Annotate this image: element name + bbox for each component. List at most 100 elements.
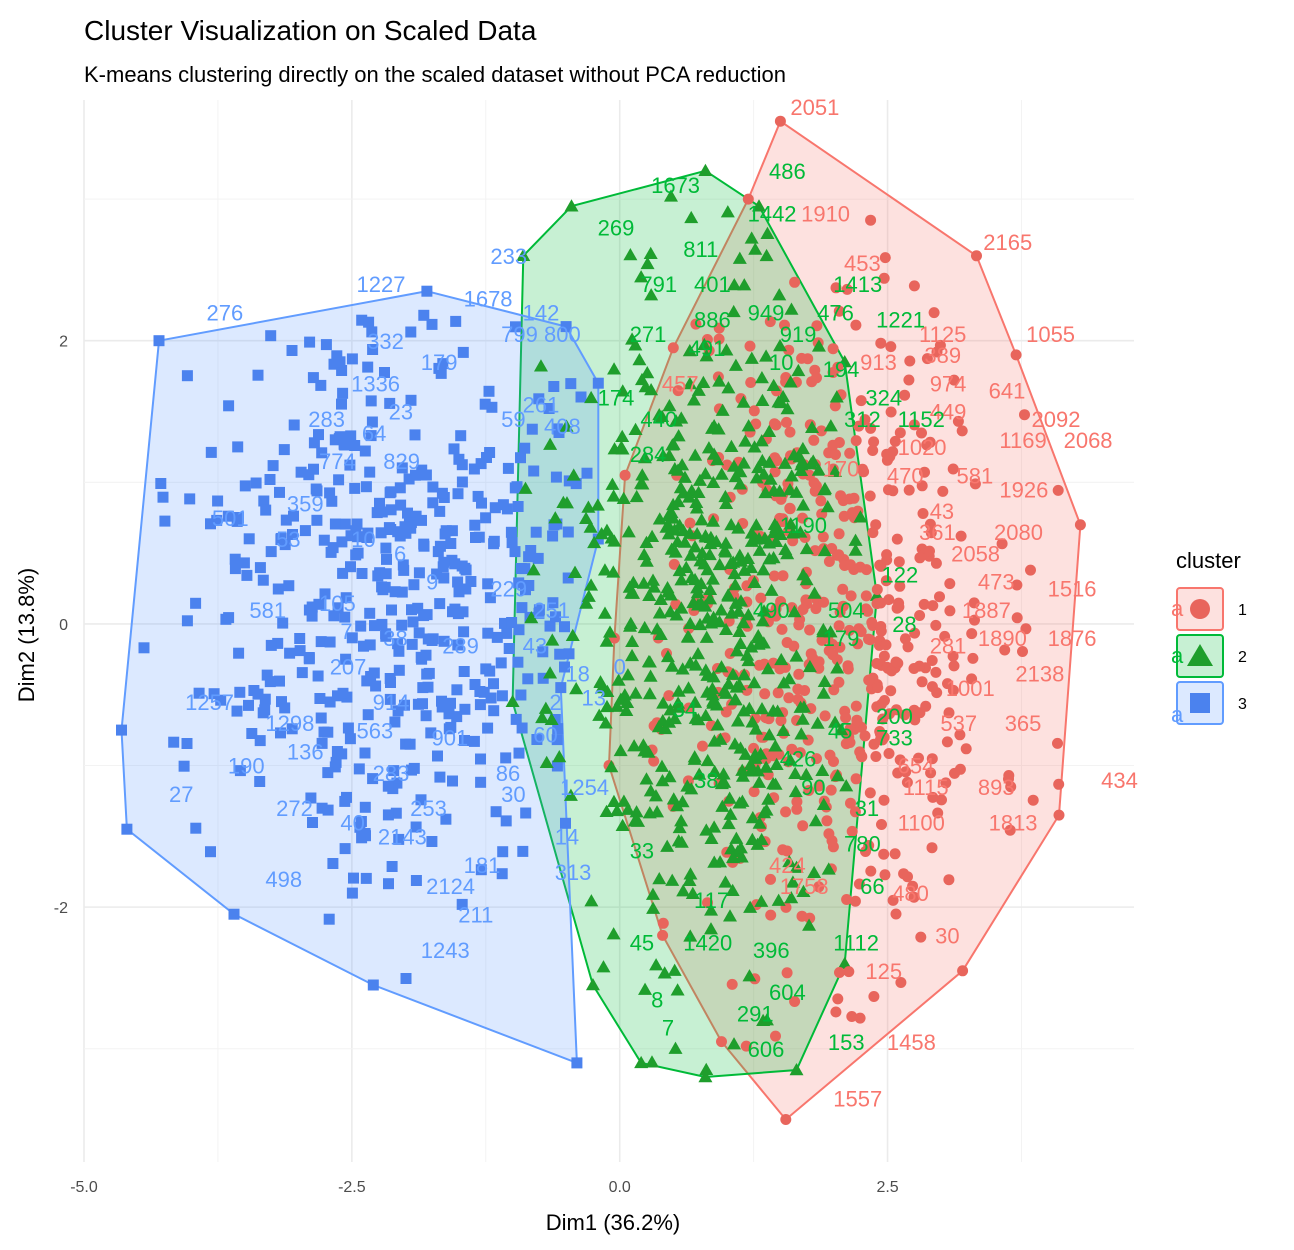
point-cluster-2 bbox=[752, 543, 767, 556]
point-cluster-3 bbox=[366, 416, 378, 428]
point-cluster-3 bbox=[488, 678, 499, 690]
point-label-cluster-3: 142 bbox=[523, 301, 560, 326]
point-cluster-2 bbox=[848, 533, 863, 546]
point-label-cluster-2: 780 bbox=[844, 832, 881, 857]
point-cluster-1 bbox=[867, 445, 879, 456]
point-cluster-3 bbox=[352, 547, 364, 559]
point-cluster-3 bbox=[418, 610, 430, 622]
point-cluster-2 bbox=[705, 688, 720, 701]
point-cluster-3 bbox=[386, 604, 397, 616]
point-cluster-1 bbox=[909, 714, 921, 726]
point-cluster-3 bbox=[421, 668, 433, 680]
point-cluster-3 bbox=[491, 631, 503, 643]
point-label-cluster-1: 361 bbox=[919, 520, 956, 545]
point-cluster-1 bbox=[772, 687, 784, 699]
point-cluster-1 bbox=[939, 630, 951, 642]
point-cluster-2 bbox=[766, 378, 781, 391]
point-label-cluster-1: 1458 bbox=[887, 1030, 936, 1055]
point-cluster-3 bbox=[364, 639, 376, 651]
point-cluster-2 bbox=[821, 862, 836, 875]
point-cluster-3 bbox=[222, 510, 234, 522]
point-cluster-2 bbox=[587, 535, 602, 549]
point-label-cluster-1: 1169 bbox=[999, 428, 1046, 453]
point-cluster-2 bbox=[754, 832, 769, 846]
point-cluster-2 bbox=[768, 777, 783, 790]
point-label-cluster-3: 40 bbox=[340, 810, 364, 835]
point-cluster-2 bbox=[728, 578, 743, 591]
point-cluster-2 bbox=[660, 839, 675, 852]
point-label-cluster-1: 1890 bbox=[978, 626, 1027, 651]
point-cluster-2 bbox=[782, 482, 797, 496]
point-cluster-3 bbox=[313, 429, 324, 441]
point-cluster-1 bbox=[771, 455, 783, 467]
point-cluster-1 bbox=[855, 395, 867, 407]
point-cluster-3 bbox=[453, 453, 465, 465]
point-cluster-3 bbox=[336, 748, 348, 760]
point-cluster-1 bbox=[883, 484, 894, 496]
point-cluster-2 bbox=[731, 521, 746, 534]
point-cluster-2 bbox=[683, 616, 698, 630]
point-cluster-2 bbox=[788, 766, 803, 779]
point-cluster-1 bbox=[833, 528, 845, 540]
point-label-cluster-3: 30 bbox=[501, 782, 525, 807]
point-cluster-1 bbox=[926, 842, 938, 854]
point-cluster-3 bbox=[362, 361, 374, 373]
point-cluster-1 bbox=[966, 628, 978, 640]
point-cluster-3 bbox=[181, 370, 193, 382]
point-cluster-1 bbox=[842, 660, 854, 672]
point-cluster-2 bbox=[762, 536, 777, 549]
point-cluster-3 bbox=[410, 469, 421, 481]
point-cluster-1 bbox=[880, 575, 892, 587]
point-cluster-2 bbox=[597, 606, 612, 619]
point-label-cluster-2: 45 bbox=[630, 931, 654, 956]
point-cluster-1 bbox=[777, 570, 789, 582]
point-cluster-2 bbox=[663, 703, 678, 716]
point-cluster-1 bbox=[901, 776, 913, 788]
point-label-cluster-3: 1336 bbox=[351, 371, 400, 396]
point-cluster-1 bbox=[934, 591, 945, 603]
point-cluster-3 bbox=[334, 356, 346, 368]
point-cluster-2 bbox=[820, 500, 835, 513]
point-cluster-2 bbox=[727, 566, 742, 580]
point-cluster-3 bbox=[257, 707, 269, 719]
point-cluster-2 bbox=[644, 1055, 659, 1068]
point-cluster-2 bbox=[516, 248, 531, 262]
point-cluster-2 bbox=[810, 716, 825, 729]
point-label-cluster-3: 800 bbox=[544, 322, 581, 347]
point-cluster-1 bbox=[996, 538, 1008, 550]
point-cluster-3 bbox=[455, 430, 467, 442]
point-cluster-1 bbox=[904, 355, 916, 367]
point-cluster-2 bbox=[796, 700, 811, 713]
point-cluster-3 bbox=[475, 776, 487, 788]
point-label-cluster-2: 312 bbox=[844, 407, 881, 432]
point-cluster-1 bbox=[874, 559, 886, 571]
point-cluster-2 bbox=[742, 701, 757, 714]
point-cluster-3 bbox=[486, 401, 498, 413]
point-cluster-2 bbox=[802, 659, 817, 673]
point-cluster-2 bbox=[737, 278, 752, 291]
point-cluster-2 bbox=[697, 337, 712, 351]
point-cluster-2 bbox=[642, 687, 657, 700]
point-label-cluster-3: 501 bbox=[212, 506, 249, 531]
point-label-cluster-1: 2068 bbox=[1064, 428, 1113, 453]
point-cluster-1 bbox=[832, 993, 844, 1005]
point-cluster-2 bbox=[565, 628, 580, 641]
point-label-cluster-3: 313 bbox=[555, 860, 592, 885]
point-label-cluster-1: 424 bbox=[769, 853, 806, 878]
point-cluster-1 bbox=[765, 909, 777, 921]
point-cluster-3 bbox=[445, 697, 456, 709]
point-cluster-1 bbox=[797, 512, 808, 524]
point-cluster-3 bbox=[264, 474, 276, 485]
point-cluster-1 bbox=[878, 848, 890, 860]
point-cluster-1 bbox=[850, 319, 862, 331]
point-cluster-1 bbox=[803, 785, 815, 796]
point-cluster-3 bbox=[265, 330, 277, 342]
point-cluster-3 bbox=[516, 602, 528, 614]
point-label-cluster-3: 64 bbox=[362, 421, 386, 446]
point-cluster-3 bbox=[318, 534, 330, 546]
point-cluster-3 bbox=[390, 807, 402, 819]
point-cluster-2 bbox=[789, 860, 804, 873]
point-cluster-2 bbox=[615, 384, 630, 397]
point-cluster-3 bbox=[434, 540, 446, 552]
